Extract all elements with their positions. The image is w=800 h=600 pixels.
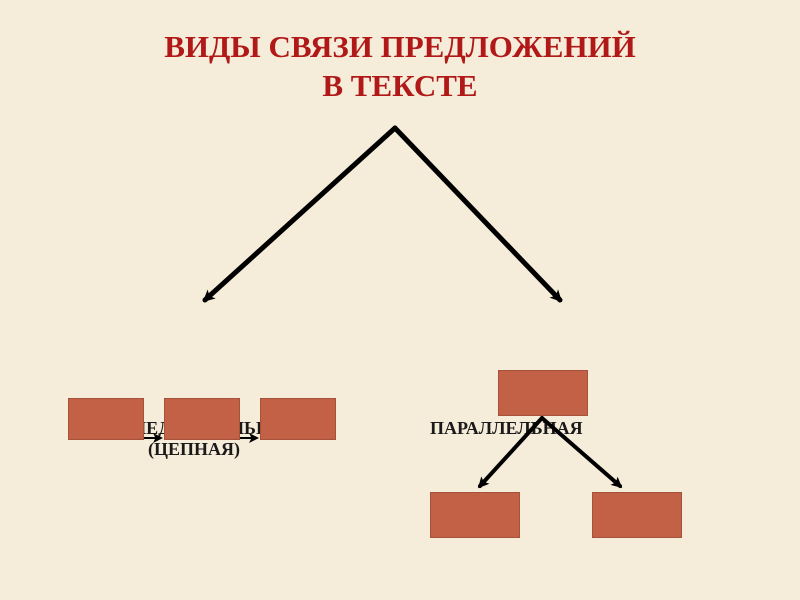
page-title: ВИДЫ СВЯЗИ ПРЕДЛОЖЕНИЙ В ТЕКСТЕ [0,0,800,106]
title-line-1: ВИДЫ СВЯЗИ ПРЕДЛОЖЕНИЙ [0,28,800,67]
main-fork-arrows [205,128,560,300]
parallel-bottom-box-1 [592,492,682,538]
branch-label-parallel-main: ПАРАЛЛЕЛЬНАЯ [430,418,583,438]
parallel-top-box [498,370,588,416]
parallel-bottom-box-0 [430,492,520,538]
branch-label-parallel: ПАРАЛЛЕЛЬНАЯ [430,418,583,439]
chain-box-1 [164,398,240,440]
branch-label-sequential-sub: (ЦЕПНАЯ) [92,439,296,460]
title-line-2: В ТЕКСТЕ [0,67,800,106]
chain-box-0 [68,398,144,440]
chain-box-2 [260,398,336,440]
